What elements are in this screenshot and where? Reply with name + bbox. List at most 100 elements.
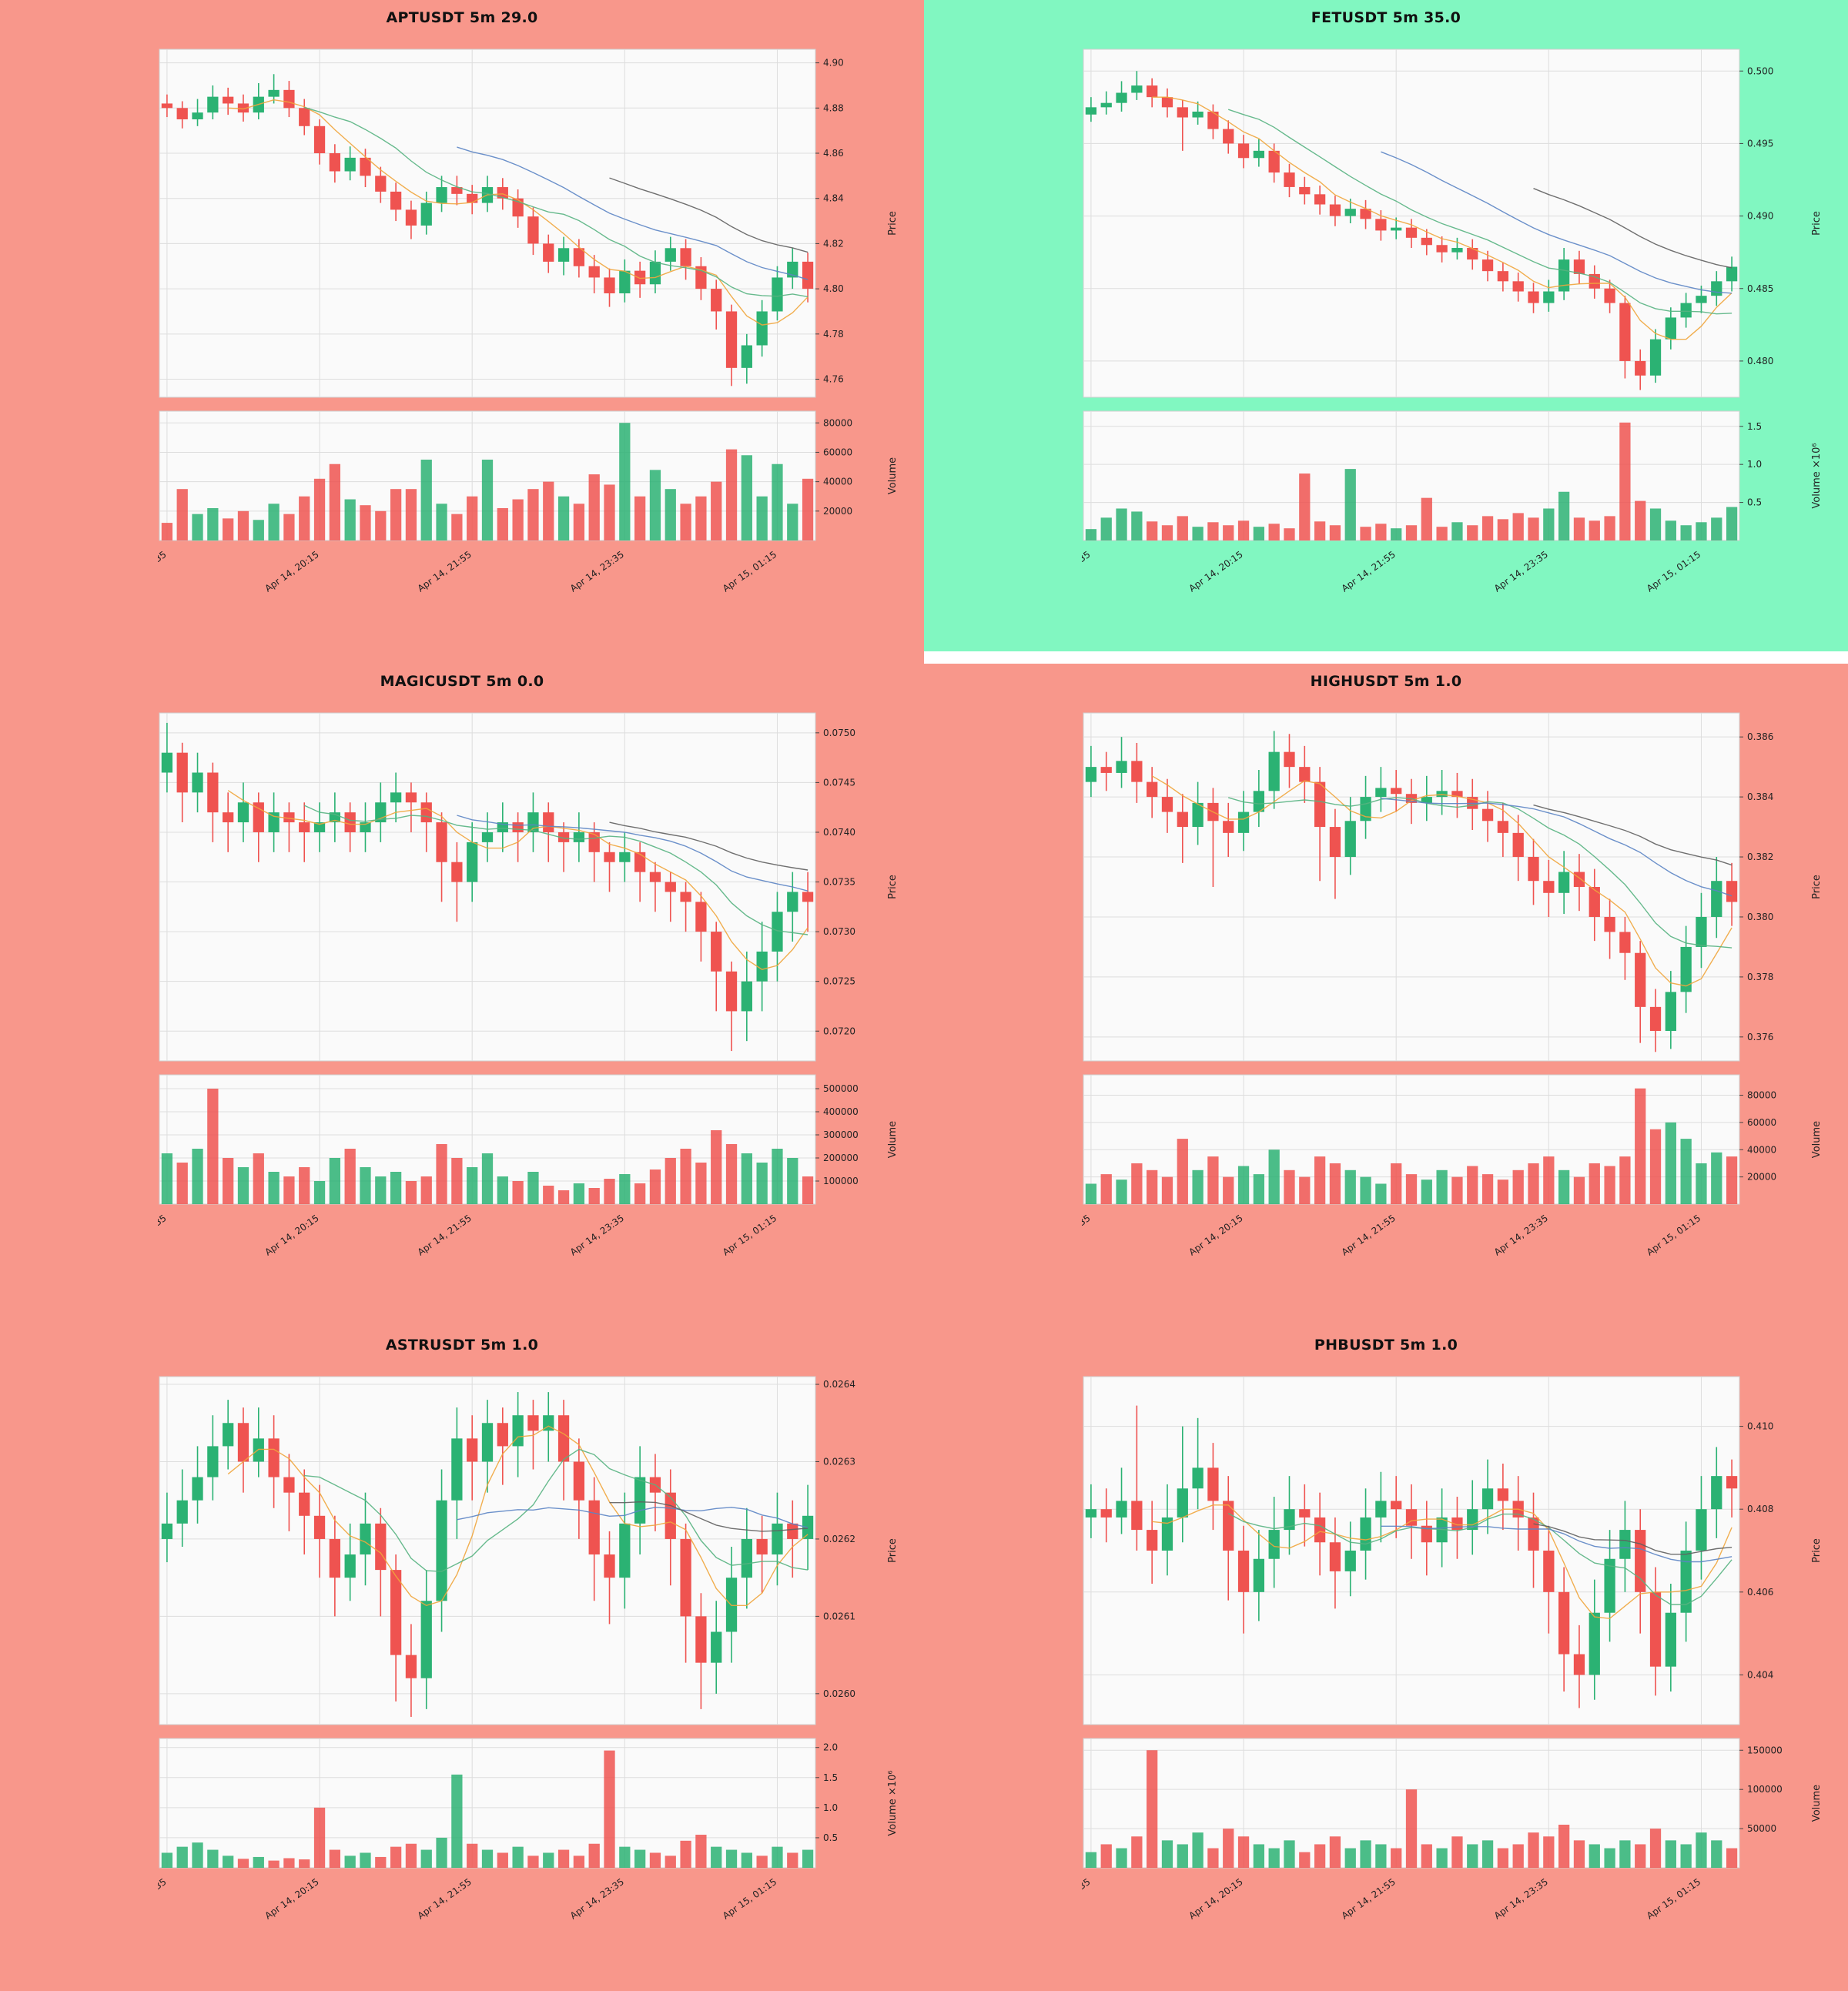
volume-bar xyxy=(1451,1176,1463,1204)
candle xyxy=(1619,932,1631,953)
volume-bar xyxy=(695,1163,707,1204)
candle xyxy=(1161,97,1173,108)
volume-bar xyxy=(1268,1848,1280,1868)
volume-bar xyxy=(192,514,203,540)
candle xyxy=(1421,797,1432,803)
volume-bar xyxy=(1085,1852,1097,1868)
price-tick-label: 0.378 xyxy=(1747,972,1773,982)
volume-bar xyxy=(725,1849,738,1868)
volume-bar xyxy=(1100,517,1112,540)
volume-bar xyxy=(1177,1844,1188,1868)
volume-tick-label: 60000 xyxy=(1747,1117,1776,1128)
volume-bar xyxy=(375,510,387,540)
volume-bar xyxy=(1116,508,1127,540)
price-tick-label: 0.410 xyxy=(1747,1421,1773,1432)
volume-bar xyxy=(436,1144,447,1204)
volume-bar xyxy=(1619,422,1631,540)
volume-bar xyxy=(634,1849,646,1868)
candle xyxy=(360,1523,371,1555)
candle xyxy=(497,187,508,199)
price-tick-label: 0.0740 xyxy=(823,827,855,838)
volume-bar xyxy=(1237,520,1250,540)
volume-bar xyxy=(1360,527,1371,540)
y-tick-labels: 4.76 4.78 4.80 4.82 4.84 4.86 4.88 4.90 20000 400… xyxy=(815,58,852,517)
candle xyxy=(1253,791,1264,812)
volume-bar xyxy=(237,1859,249,1868)
volume-bar xyxy=(1436,1848,1448,1868)
volume-bar xyxy=(1665,1122,1676,1204)
candle xyxy=(711,1631,722,1663)
volume-bar xyxy=(1558,491,1570,540)
price-tick-label: 0.0263 xyxy=(823,1456,855,1467)
candle xyxy=(1405,227,1418,238)
volume-bar xyxy=(497,508,508,540)
candle xyxy=(1696,916,1707,947)
volume-bar xyxy=(649,1852,661,1868)
candle xyxy=(1711,881,1722,917)
candle xyxy=(756,951,768,982)
x-tick-labels: Apr 14, 18:35 Apr 14, 20:15 Apr 14, 21:55 A… xyxy=(110,1213,778,1258)
candle xyxy=(634,1477,646,1524)
candle xyxy=(237,103,249,113)
chart-figure-wrap: 4.76 4.78 4.80 4.82 4.84 4.86 4.88 4.90 20000 400… xyxy=(110,46,924,600)
volume-bar xyxy=(543,1186,554,1204)
candle xyxy=(223,96,234,104)
price-tick-label: 0.382 xyxy=(1747,852,1773,862)
volume-tick-label: 50000 xyxy=(1747,1823,1776,1834)
candle xyxy=(1314,194,1326,205)
volume-bar xyxy=(1619,1840,1631,1868)
volume-bar xyxy=(344,1149,356,1204)
volume-bar xyxy=(1329,1836,1341,1868)
candle xyxy=(1329,204,1341,216)
volume-bar xyxy=(497,1852,508,1868)
volume-bar xyxy=(512,1846,524,1868)
volume-bar xyxy=(1451,1836,1463,1868)
volume-bar xyxy=(253,1153,264,1204)
volume-tick-label: 500000 xyxy=(823,1083,859,1094)
price-tick-label: 4.86 xyxy=(823,148,844,159)
x-tick-label: Apr 15, 01:15 xyxy=(1645,1213,1702,1258)
candle xyxy=(619,852,631,862)
candle xyxy=(1344,209,1356,216)
chart-title: ASTRUSDT 5m 1.0 xyxy=(385,1337,539,1354)
volume-bar xyxy=(313,1181,326,1204)
volume-bar xyxy=(1619,1156,1631,1204)
volume-bar xyxy=(360,1167,371,1204)
candle xyxy=(1284,172,1295,187)
ma-line xyxy=(227,790,808,970)
candle xyxy=(1696,296,1707,303)
candle xyxy=(1543,1551,1555,1592)
candle xyxy=(680,1538,691,1617)
candle xyxy=(1177,107,1188,118)
volume-tick-label: 150000 xyxy=(1747,1745,1783,1755)
volume-bar xyxy=(1131,1836,1143,1868)
candle xyxy=(1100,1509,1112,1518)
price-tick-label: 0.376 xyxy=(1747,1032,1773,1042)
price-tick-label: 0.0735 xyxy=(823,877,855,888)
volume-bar xyxy=(1512,1170,1524,1204)
volume-bar xyxy=(299,1859,310,1868)
candle xyxy=(1192,111,1204,118)
candle xyxy=(176,1500,188,1524)
volume-bar xyxy=(634,496,646,540)
candle xyxy=(1147,1530,1158,1551)
candle xyxy=(467,193,478,203)
x-tick-labels: Apr 14, 18:35 Apr 14, 20:15 Apr 14, 21:55 A… xyxy=(1034,549,1702,594)
volume-bar xyxy=(390,489,402,540)
volume-bar xyxy=(1467,1166,1478,1204)
candle xyxy=(741,1538,752,1578)
volume-bar xyxy=(1573,517,1585,540)
candle xyxy=(756,1538,768,1555)
volume-bar xyxy=(436,504,447,540)
volume-bar xyxy=(1405,1174,1418,1204)
candle xyxy=(543,1415,554,1431)
candle xyxy=(725,311,738,368)
candle xyxy=(1497,1488,1509,1501)
volume-bar xyxy=(756,1855,768,1868)
volume-bar xyxy=(268,1860,280,1868)
volume-bar xyxy=(802,478,814,540)
volume-bar xyxy=(176,489,188,540)
candle xyxy=(711,932,722,972)
candle xyxy=(1528,291,1539,303)
candle xyxy=(313,1515,326,1539)
